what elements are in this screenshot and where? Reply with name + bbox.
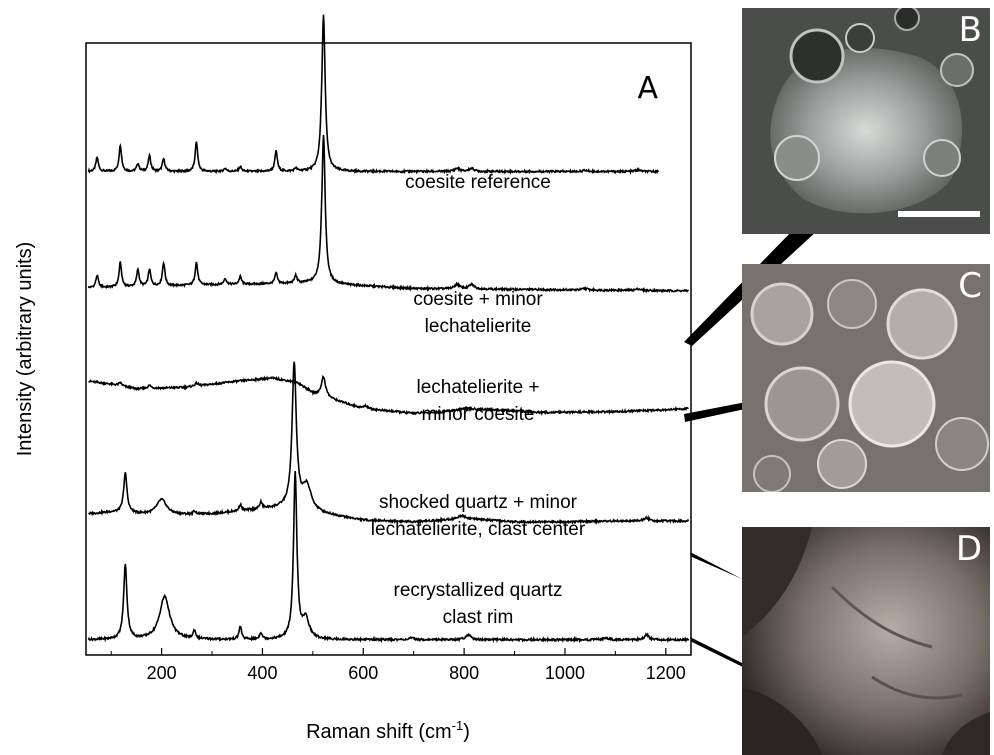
spectrum-line-4: [88, 361, 690, 525]
x-axis-title-end: ): [463, 721, 470, 743]
spectra: [87, 14, 690, 644]
x-axis-title: Raman shift (cm-1): [306, 718, 470, 743]
panel-a-label: A: [637, 71, 658, 106]
panel-c-label: C: [958, 266, 982, 306]
x-tick-label: 1000: [545, 663, 585, 683]
x-axis-title-main: Raman shift (cm: [306, 721, 452, 743]
y-axis-title: Intensity (arbitrary units): [14, 242, 36, 457]
micrograph-d: D: [742, 527, 990, 755]
x-tick-label: 1200: [646, 663, 686, 683]
series-label-5-line-2: clast rim: [443, 607, 514, 628]
spectrum-line-1: [87, 14, 659, 176]
panel-d-label: D: [955, 529, 982, 569]
spectrum-line-2: [87, 134, 689, 294]
micrograph-c-image: [742, 264, 990, 492]
series-label-2-line-1: coesite + minor: [413, 289, 543, 310]
scale-bar: [898, 211, 980, 217]
series-labels: coesite reference coesite + minor lechatel…: [371, 172, 586, 628]
x-tick-label: 800: [449, 663, 479, 683]
series-label-3-line-1: lechatelierite +: [416, 377, 539, 398]
panel-b-label: B: [958, 10, 982, 50]
series-label-1-line-1: coesite reference: [405, 172, 551, 193]
series-label-3-line-2: minor coesite: [422, 404, 535, 425]
x-tick-label: 600: [348, 663, 378, 683]
micrograph-b: B: [742, 8, 990, 234]
micrograph-b-image: [742, 8, 990, 234]
spectrum-line-3: [88, 374, 689, 417]
series-label-4-line-1: shocked quartz + minor: [379, 492, 578, 513]
spectrum-line-5: [87, 470, 690, 644]
micrograph-c: C: [742, 264, 990, 492]
series-label-5-line-1: recrystallized quartz: [394, 580, 563, 601]
series-label-2-line-2: lechatelierite: [425, 316, 532, 337]
x-axis-title-unit-sup: -1: [452, 718, 464, 733]
x-axis-ticks: 200 400 600 800 1000 1200: [110, 648, 686, 683]
micrograph-d-image: [742, 527, 990, 755]
series-label-4-line-2: lechatelierite, clast center: [371, 519, 586, 540]
plot-frame: [85, 42, 692, 656]
x-tick-label: 200: [147, 663, 177, 683]
x-tick-label: 400: [247, 663, 277, 683]
